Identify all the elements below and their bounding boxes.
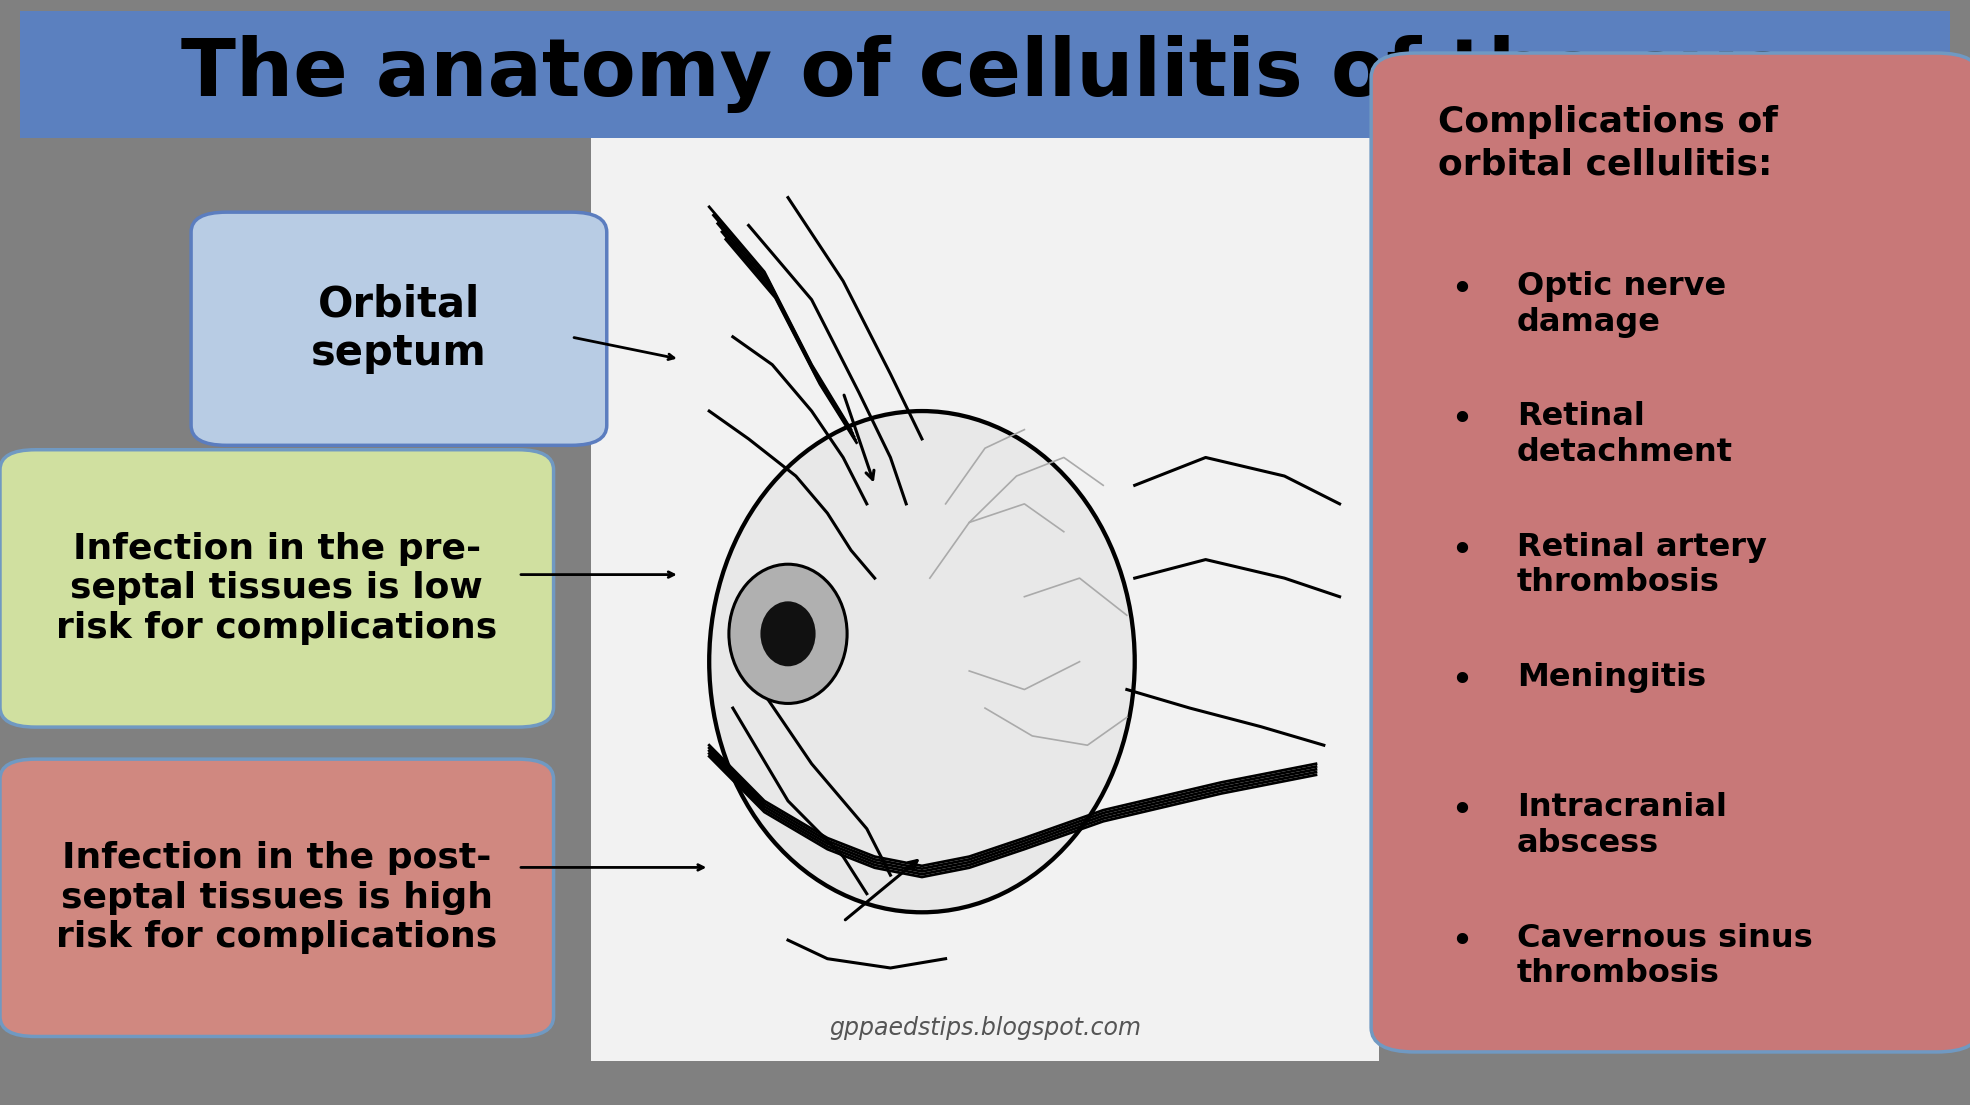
Text: gppaedstips.blogspot.com: gppaedstips.blogspot.com bbox=[829, 1017, 1141, 1040]
Text: Meningitis: Meningitis bbox=[1517, 662, 1706, 693]
Text: •: • bbox=[1450, 662, 1474, 699]
Circle shape bbox=[760, 601, 816, 666]
FancyBboxPatch shape bbox=[20, 11, 1950, 138]
Text: Infection in the post-
septal tissues is high
risk for complications: Infection in the post- septal tissues is… bbox=[57, 841, 496, 955]
Text: Complications of
orbital cellulitis:: Complications of orbital cellulitis: bbox=[1438, 105, 1779, 181]
FancyBboxPatch shape bbox=[0, 759, 554, 1036]
Text: •: • bbox=[1450, 532, 1474, 569]
FancyBboxPatch shape bbox=[191, 212, 607, 445]
FancyBboxPatch shape bbox=[591, 133, 1379, 1061]
Text: •: • bbox=[1450, 401, 1474, 439]
Text: Cavernous sinus
thrombosis: Cavernous sinus thrombosis bbox=[1517, 923, 1812, 989]
Text: Optic nerve
damage: Optic nerve damage bbox=[1517, 271, 1726, 337]
Text: •: • bbox=[1450, 271, 1474, 308]
Text: Retinal
detachment: Retinal detachment bbox=[1517, 401, 1734, 467]
Text: The anatomy of cellulitis of the eye: The anatomy of cellulitis of the eye bbox=[181, 35, 1789, 113]
FancyBboxPatch shape bbox=[1371, 53, 1970, 1052]
Text: Orbital
septum: Orbital septum bbox=[311, 284, 487, 373]
Text: Infection in the pre-
septal tissues is low
risk for complications: Infection in the pre- septal tissues is … bbox=[57, 532, 496, 645]
Text: Retinal artery
thrombosis: Retinal artery thrombosis bbox=[1517, 532, 1767, 598]
Text: Intracranial
abscess: Intracranial abscess bbox=[1517, 792, 1728, 859]
FancyBboxPatch shape bbox=[0, 450, 554, 727]
Circle shape bbox=[709, 411, 1135, 913]
Text: •: • bbox=[1450, 792, 1474, 830]
Circle shape bbox=[729, 565, 847, 704]
Text: •: • bbox=[1450, 923, 1474, 960]
